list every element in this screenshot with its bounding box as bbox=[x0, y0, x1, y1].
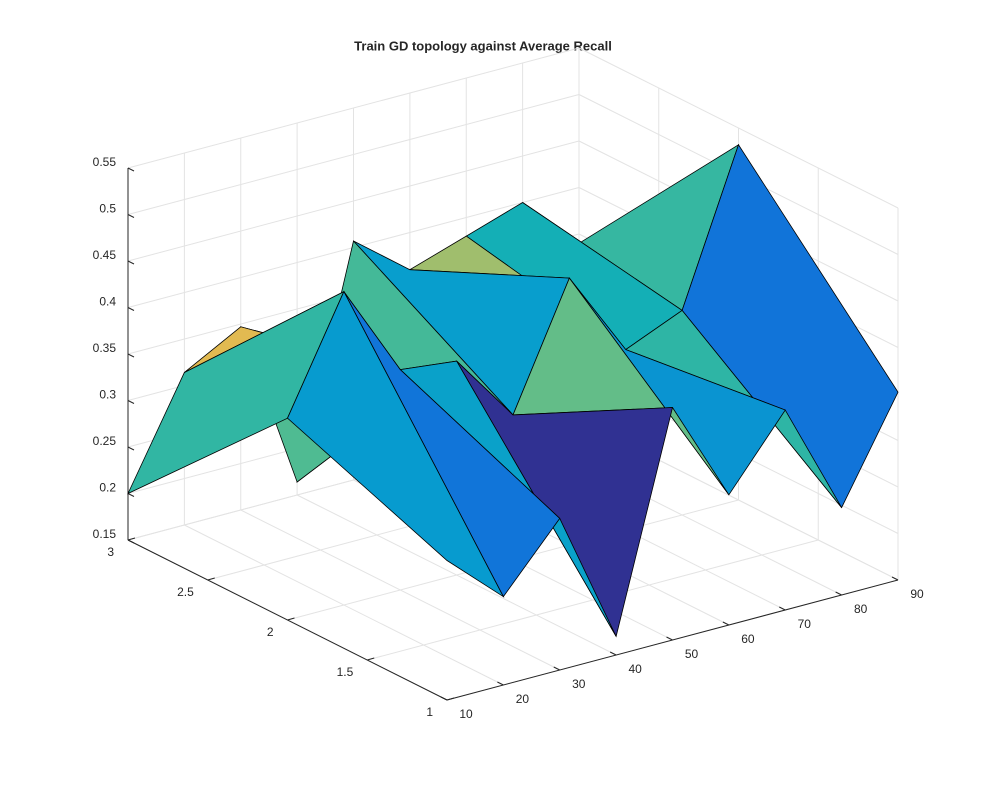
y-tick-label: 2.5 bbox=[177, 585, 194, 599]
z-tick bbox=[127, 400, 135, 404]
grid-line bbox=[367, 539, 819, 661]
x-tick bbox=[440, 696, 448, 701]
x-tick-label: 90 bbox=[910, 587, 924, 601]
z-tick bbox=[127, 446, 135, 451]
y-tick bbox=[287, 617, 295, 621]
z-tick bbox=[127, 493, 135, 497]
x-tick bbox=[666, 636, 673, 641]
x-tick bbox=[609, 651, 617, 656]
y-tick-label: 2 bbox=[267, 625, 274, 639]
z-tick-label: 0.2 bbox=[99, 481, 116, 495]
z-tick bbox=[127, 260, 135, 265]
z-tick-label: 0.35 bbox=[93, 341, 117, 355]
y-tick bbox=[207, 577, 215, 581]
x-tick-label: 10 bbox=[459, 707, 473, 721]
x-tick-label: 40 bbox=[628, 662, 642, 676]
z-tick bbox=[127, 167, 135, 172]
z-tick-label: 0.45 bbox=[93, 248, 117, 262]
y-tick-label: 1 bbox=[426, 705, 433, 719]
z-tick bbox=[127, 353, 135, 358]
surface-face bbox=[287, 290, 505, 598]
x-tick bbox=[779, 606, 786, 611]
y-tick-label: 1.5 bbox=[337, 665, 354, 679]
x-tick-label: 30 bbox=[572, 677, 586, 691]
z-tick-label: 0.3 bbox=[99, 388, 116, 402]
z-tick-label: 0.5 bbox=[99, 202, 116, 216]
x-tick-label: 50 bbox=[685, 647, 699, 661]
z-tick-label: 0.4 bbox=[99, 295, 116, 309]
z-tick-label: 0.25 bbox=[93, 434, 117, 448]
x-tick-label: 60 bbox=[741, 632, 755, 646]
z-tick bbox=[127, 307, 135, 311]
x-tick bbox=[835, 591, 842, 596]
x-tick-label: 70 bbox=[798, 617, 812, 631]
x-tick bbox=[891, 576, 899, 581]
x-tick bbox=[497, 681, 504, 686]
x-tick bbox=[553, 666, 560, 671]
y-tick bbox=[446, 697, 455, 701]
x-tick bbox=[722, 621, 730, 626]
z-tick bbox=[127, 214, 135, 218]
y-tick bbox=[367, 657, 375, 661]
z-tick-label: 0.55 bbox=[93, 155, 117, 169]
chart-title: Train GD topology against Average Recall bbox=[354, 38, 612, 53]
z-tick bbox=[127, 539, 135, 544]
z-tick-label: 0.15 bbox=[93, 527, 117, 541]
y-tick-label: 3 bbox=[107, 545, 114, 559]
x-tick-label: 20 bbox=[516, 692, 530, 706]
y-tick bbox=[127, 537, 136, 541]
x-tick-label: 80 bbox=[854, 602, 868, 616]
